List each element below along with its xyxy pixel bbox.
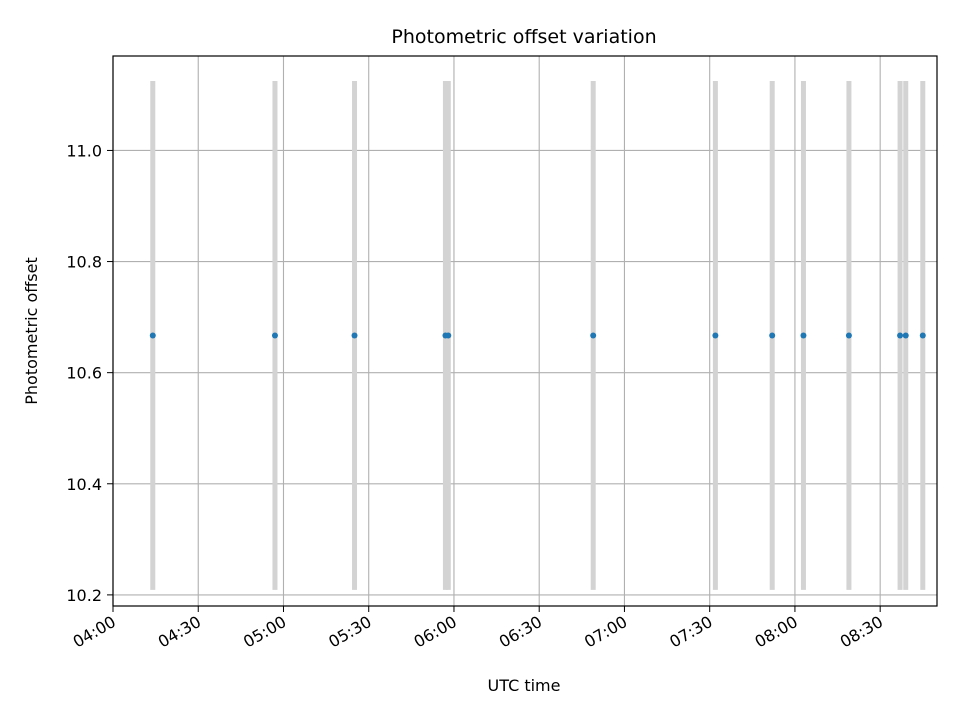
y-tick-label: 11.0 (66, 141, 102, 160)
x-tick-label: 08:00 (751, 612, 800, 652)
y-tick-label: 10.8 (66, 253, 102, 272)
data-points (149, 332, 926, 339)
data-point (769, 332, 776, 339)
x-tick-label: 07:00 (581, 612, 630, 652)
data-point (590, 332, 597, 339)
gridlines (112, 56, 937, 606)
x-axis: 04:00 04:30 05:00 05:30 06:00 06:30 07:00 07:30… (70, 606, 886, 652)
x-tick-label: 04:00 (70, 612, 119, 652)
y-tick-label: 10.6 (66, 364, 102, 383)
x-tick-label: 07:30 (666, 612, 715, 652)
data-point (845, 332, 852, 339)
x-tick-label: 06:00 (411, 612, 460, 652)
data-point (351, 332, 358, 339)
y-axis: 10.2 10.4 10.6 10.8 11.0 (66, 141, 113, 605)
data-point (445, 332, 452, 339)
data-point (712, 332, 719, 339)
data-point (800, 332, 807, 339)
x-tick-label: 04:30 (155, 612, 204, 652)
plot-frame (112, 55, 938, 607)
data-point (897, 332, 904, 339)
chart-title: Photometric offset variation (391, 26, 656, 48)
errorbars (150, 81, 926, 590)
x-tick-label: 05:30 (325, 612, 374, 652)
data-point (271, 332, 278, 339)
data-point (149, 332, 156, 339)
y-tick-label: 10.4 (66, 475, 102, 494)
x-tick-label: 08:30 (837, 612, 886, 652)
x-tick-label: 06:30 (496, 612, 545, 652)
data-point (919, 332, 926, 339)
data-point (902, 332, 909, 339)
y-tick-label: 10.2 (66, 586, 102, 605)
x-tick-label: 05:00 (240, 612, 289, 652)
y-axis-label: Photometric offset (22, 257, 41, 405)
x-axis-label: UTC time (488, 676, 561, 695)
